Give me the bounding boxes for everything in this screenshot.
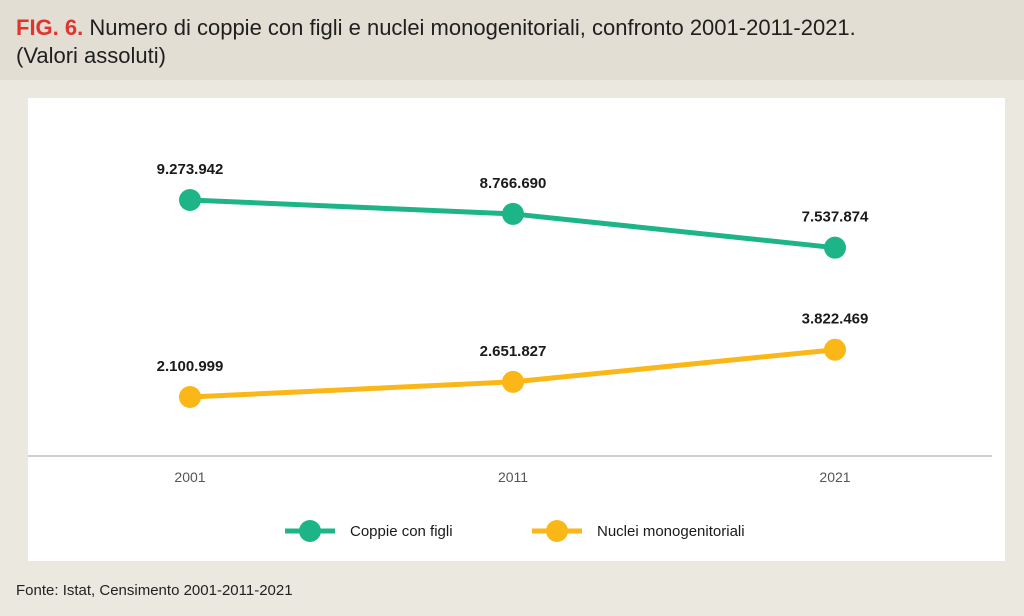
x-tick-label: 2001 bbox=[174, 469, 205, 485]
x-tick-label: 2021 bbox=[819, 469, 850, 485]
chart-panel bbox=[28, 98, 1005, 561]
data-label: 2.651.827 bbox=[480, 343, 547, 360]
title-text: Numero di coppie con figli e nuclei mono… bbox=[89, 15, 856, 40]
legend-label-1: Coppie con figli bbox=[350, 523, 453, 540]
data-point bbox=[502, 202, 524, 225]
figure-number: FIG. 6. bbox=[16, 15, 84, 40]
figure-header: FIG. 6. Numero di coppie con figli e nuc… bbox=[0, 0, 1024, 80]
legend-marker-1 bbox=[299, 520, 321, 542]
data-point bbox=[824, 338, 846, 361]
chart-title: FIG. 6. Numero di coppie con figli e nuc… bbox=[16, 14, 1006, 70]
data-label: 7.537.874 bbox=[802, 209, 869, 226]
legend-marker-2 bbox=[546, 520, 568, 542]
data-label: 9.273.942 bbox=[157, 161, 224, 178]
data-label: 2.100.999 bbox=[157, 358, 224, 375]
data-point bbox=[824, 236, 846, 259]
data-label: 3.822.469 bbox=[802, 311, 869, 328]
x-tick-label: 2011 bbox=[498, 469, 528, 485]
data-point bbox=[502, 370, 524, 393]
source-note: Fonte: Istat, Censimento 2001-2011-2021 bbox=[16, 582, 293, 599]
chart-subtitle: (Valori assoluti) bbox=[16, 43, 166, 68]
data-point bbox=[179, 189, 201, 211]
data-point bbox=[179, 386, 201, 408]
data-label: 8.766.690 bbox=[480, 175, 547, 192]
legend-label-2: Nuclei monogenitoriali bbox=[597, 523, 745, 540]
